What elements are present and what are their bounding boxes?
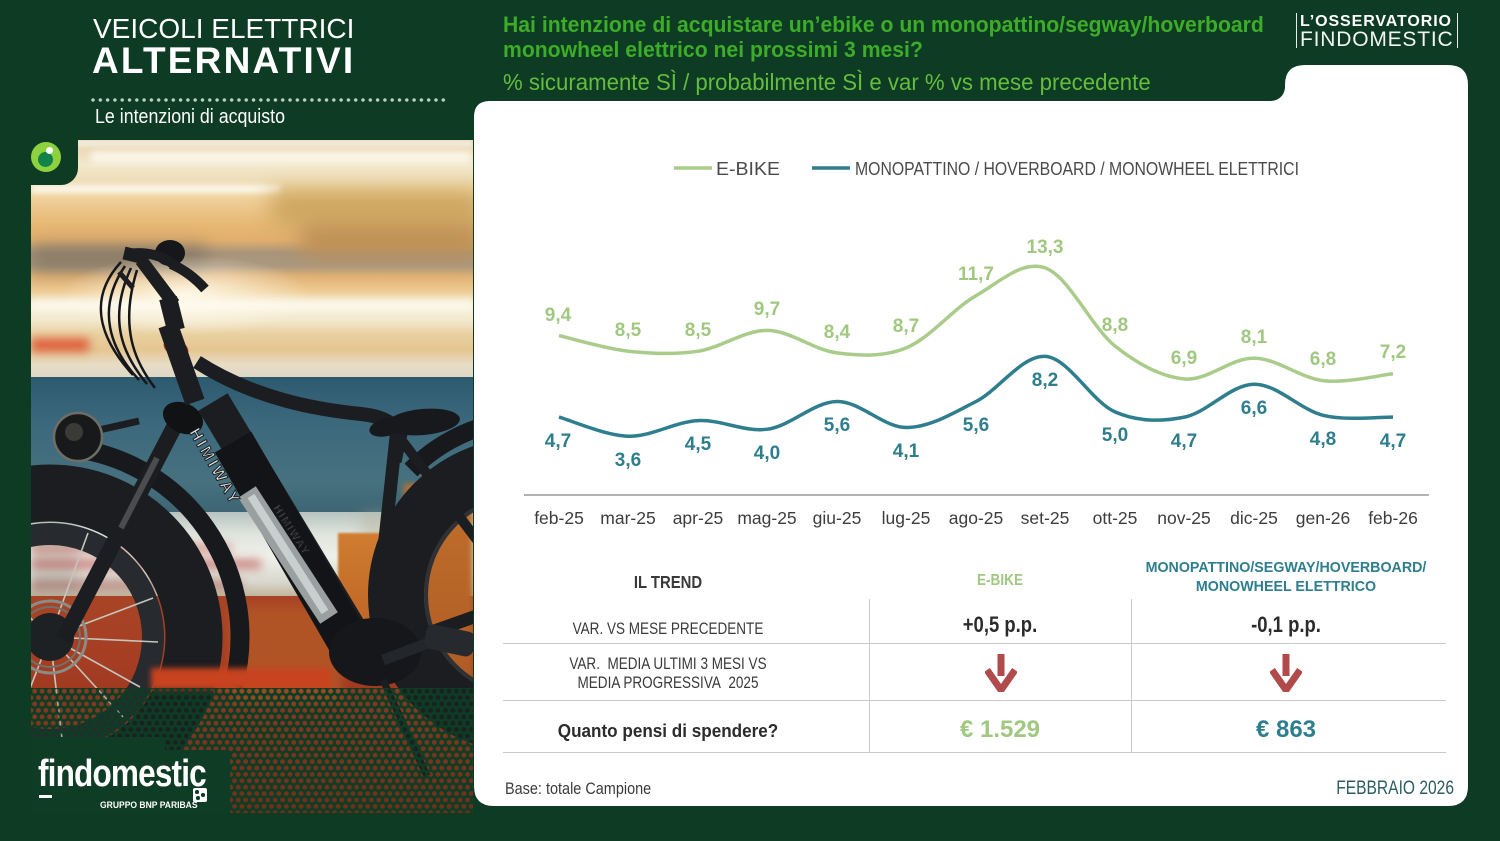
svg-text:nov-25: nov-25 [1157,508,1211,528]
svg-text:4,7: 4,7 [1171,431,1197,452]
svg-text:13,3: 13,3 [1027,237,1064,258]
svg-text:lug-25: lug-25 [882,508,931,528]
svg-text:5,6: 5,6 [963,415,989,436]
svg-text:9,4: 9,4 [545,305,572,326]
svg-text:E-BIKE: E-BIKE [716,159,780,179]
svg-text:4,7: 4,7 [1380,431,1406,452]
svg-text:8,2: 8,2 [1032,370,1058,391]
svg-text:apr-25: apr-25 [673,508,724,528]
svg-text:3,6: 3,6 [615,450,641,471]
svg-text:mag-25: mag-25 [737,508,796,528]
svg-text:set-25: set-25 [1021,508,1070,528]
svg-text:8,1: 8,1 [1241,327,1268,348]
svg-text:4,0: 4,0 [754,443,780,464]
svg-text:8,8: 8,8 [1102,315,1128,336]
svg-text:ott-25: ott-25 [1093,508,1138,528]
svg-text:MONOPATTINO / HOVERBOARD / MON: MONOPATTINO / HOVERBOARD / MONOWHEEL ELE… [855,159,1299,179]
svg-text:feb-26: feb-26 [1368,508,1418,528]
svg-text:dic-25: dic-25 [1230,508,1278,528]
svg-text:8,5: 8,5 [615,320,642,341]
svg-text:4,5: 4,5 [685,434,712,455]
svg-text:4,7: 4,7 [545,431,571,452]
svg-text:11,7: 11,7 [958,264,994,285]
svg-text:4,8: 4,8 [1310,429,1336,450]
svg-text:6,8: 6,8 [1310,349,1336,370]
svg-text:8,5: 8,5 [685,320,712,341]
svg-text:mar-25: mar-25 [600,508,655,528]
svg-text:4,1: 4,1 [893,441,920,462]
svg-text:8,4: 8,4 [824,322,851,343]
svg-text:7,2: 7,2 [1380,342,1406,363]
svg-text:9,7: 9,7 [754,299,780,320]
svg-text:feb-25: feb-25 [534,508,584,528]
svg-text:ago-25: ago-25 [949,508,1004,528]
svg-text:gen-26: gen-26 [1296,508,1351,528]
svg-text:5,0: 5,0 [1102,425,1128,446]
svg-text:6,6: 6,6 [1241,398,1267,419]
svg-text:giu-25: giu-25 [813,508,862,528]
svg-text:5,6: 5,6 [824,415,850,436]
svg-text:6,9: 6,9 [1171,348,1197,369]
svg-text:8,7: 8,7 [893,316,919,337]
